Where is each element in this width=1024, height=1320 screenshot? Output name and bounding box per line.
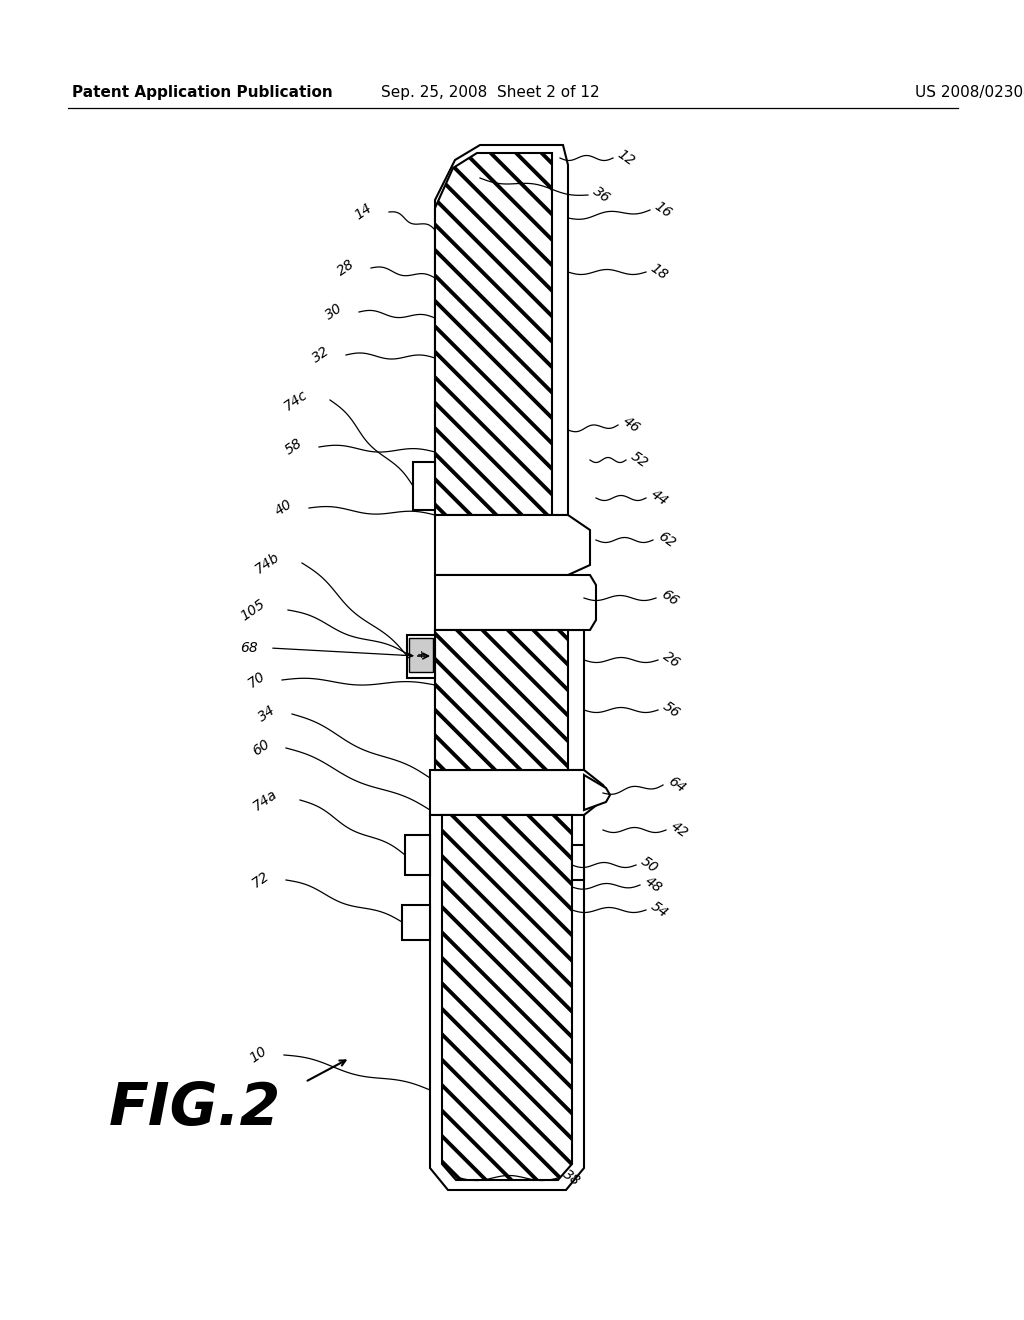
Text: 10: 10 (248, 1044, 270, 1065)
Polygon shape (435, 630, 584, 770)
Text: 70: 70 (246, 669, 268, 690)
Text: US 2008/0230421 A1: US 2008/0230421 A1 (915, 86, 1024, 100)
Text: 105: 105 (239, 597, 268, 623)
Text: 36: 36 (590, 185, 612, 206)
Text: 72: 72 (250, 869, 272, 891)
Polygon shape (572, 845, 584, 880)
Polygon shape (442, 814, 572, 1180)
Text: 44: 44 (648, 487, 671, 508)
Text: 26: 26 (660, 649, 683, 671)
Text: 34: 34 (255, 704, 278, 725)
Text: 46: 46 (620, 414, 643, 436)
Text: 42: 42 (668, 820, 690, 841)
Polygon shape (409, 638, 433, 672)
Polygon shape (407, 635, 435, 678)
Polygon shape (413, 462, 435, 510)
Text: 38: 38 (560, 1167, 583, 1189)
Text: 18: 18 (648, 261, 671, 282)
Text: 66: 66 (658, 587, 681, 609)
Polygon shape (435, 153, 552, 515)
Text: Sep. 25, 2008  Sheet 2 of 12: Sep. 25, 2008 Sheet 2 of 12 (381, 86, 599, 100)
Text: +: + (417, 649, 426, 660)
Text: 74c: 74c (282, 387, 310, 413)
Text: 58: 58 (283, 436, 305, 458)
Text: Patent Application Publication: Patent Application Publication (72, 86, 333, 100)
Text: 52: 52 (628, 449, 650, 471)
Text: 28: 28 (335, 257, 357, 279)
Polygon shape (435, 515, 590, 576)
Polygon shape (430, 814, 584, 1191)
Text: 50: 50 (638, 854, 660, 876)
Text: 30: 30 (323, 301, 345, 323)
Text: 14: 14 (352, 201, 375, 223)
Text: 62: 62 (655, 529, 678, 550)
Text: 74b: 74b (252, 549, 282, 577)
Polygon shape (402, 906, 430, 940)
Text: 68: 68 (241, 642, 258, 655)
Polygon shape (435, 630, 568, 770)
Text: 16: 16 (652, 199, 675, 220)
Text: 54: 54 (648, 899, 671, 921)
Text: 64: 64 (665, 774, 687, 796)
Text: 48: 48 (642, 874, 665, 896)
Polygon shape (435, 145, 568, 515)
Polygon shape (435, 576, 596, 630)
Polygon shape (430, 770, 608, 814)
Text: 32: 32 (309, 345, 332, 366)
Text: 74a: 74a (251, 787, 280, 813)
Text: 56: 56 (660, 700, 683, 721)
Text: FIG.2: FIG.2 (109, 1080, 282, 1137)
Text: 40: 40 (272, 498, 295, 519)
Text: 12: 12 (615, 147, 638, 169)
Polygon shape (406, 836, 430, 875)
Polygon shape (584, 775, 610, 810)
Text: 60: 60 (250, 737, 272, 759)
